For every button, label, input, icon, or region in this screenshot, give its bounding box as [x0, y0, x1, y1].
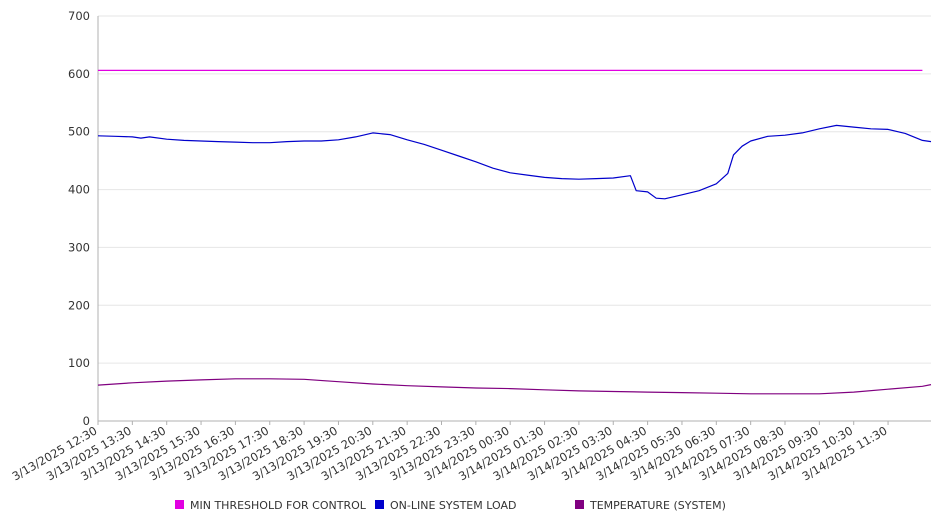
- y-tick-label: 0: [83, 414, 90, 428]
- series-lines: [97, 69, 932, 395]
- y-tick-label: 400: [68, 183, 90, 197]
- series-line-temperature-system: [97, 378, 932, 395]
- series-line-on-line-system-load: [97, 124, 932, 200]
- legend: MIN THRESHOLD FOR CONTROL ON-LINE SYSTEM …: [175, 499, 726, 512]
- legend-swatch-on-line-system-load: [375, 500, 384, 509]
- y-tick-label: 100: [68, 356, 90, 370]
- y-tick-label: 600: [68, 67, 90, 81]
- y-tick-label: 500: [68, 125, 90, 139]
- legend-label-min-threshold-for-control: MIN THRESHOLD FOR CONTROL: [190, 499, 367, 512]
- legend-label-temperature-system: TEMPERATURE (SYSTEM): [589, 499, 726, 512]
- y-tick-label: 300: [68, 240, 90, 254]
- legend-label-on-line-system-load: ON-LINE SYSTEM LOAD: [390, 499, 516, 512]
- legend-swatch-temperature-system: [575, 500, 584, 509]
- grid-lines: [98, 15, 931, 364]
- legend-swatch-min-threshold-for-control: [175, 500, 184, 509]
- y-tick-label: 200: [68, 298, 90, 312]
- y-tick-label: 700: [68, 9, 90, 23]
